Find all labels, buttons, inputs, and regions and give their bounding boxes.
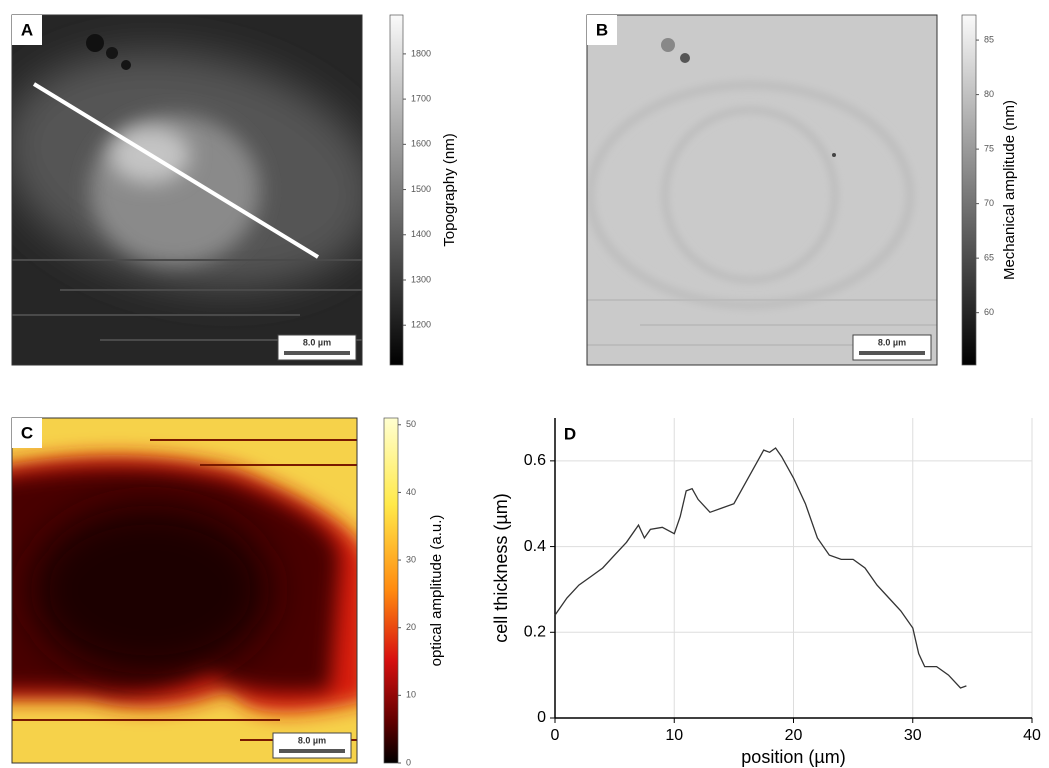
colorbar-tick-label: 75 [984,143,994,153]
colorbar [383,417,399,764]
colorbar-tick-label: 10 [406,690,416,700]
x-tick-label: 10 [665,727,683,744]
x-tick-label: 0 [551,727,560,744]
x-tick-label: 30 [904,727,922,744]
scale-bar-box [272,732,352,759]
panel-label-box [12,15,42,45]
colorbar-tick-label: 85 [984,34,994,44]
frame [11,417,358,764]
colorbar-label: Mechanical amplitude (nm) [1001,100,1018,280]
x-tick-label: 20 [785,727,803,744]
x-axis-label: position (µm) [741,747,845,767]
panel-label-box [12,418,42,448]
panel-label: D [564,424,576,443]
colorbar-tick-label: 20 [406,622,416,632]
colorbar-label: Topography (nm) [441,133,458,246]
colorbar-tick-label: 1500 [411,184,431,194]
colorbar-tick-label: 40 [406,487,416,497]
panel-label-box [587,15,617,45]
y-tick-label: 0.2 [524,624,546,641]
colorbar-tick-label: 1300 [411,274,431,284]
colorbar [389,14,404,366]
topography-image [12,15,362,365]
panel-label: A [21,20,33,39]
panel-label: C [21,423,33,442]
colorbar-tick-label: 70 [984,198,994,208]
y-axis-label: cell thickness (µm) [491,493,511,642]
panel-label-box [557,420,583,448]
scale-bar-label: 8.0 µm [303,337,331,347]
colorbar-tick-label: 60 [984,307,994,317]
scale-bar-box [277,334,357,361]
y-tick-label: 0.4 [524,538,546,555]
colorbar-tick-label: 30 [406,554,416,564]
colorbar-tick-label: 65 [984,253,994,263]
colorbar-tick-label: 0 [406,757,411,767]
amplitude-image [587,15,937,365]
frame [11,14,363,366]
colorbar-tick-label: 1700 [411,93,431,103]
x-tick-label: 40 [1023,727,1041,744]
colorbar [961,14,977,366]
y-tick-label: 0 [537,709,546,726]
colorbar-tick-label: 1600 [411,139,431,149]
panel-label: B [596,20,608,39]
scale-bar-label: 8.0 µm [878,337,906,347]
colorbar-label: optical amplitude (a.u.) [428,515,445,667]
colorbar-tick-label: 1800 [411,48,431,58]
data-line [554,447,967,689]
colorbar-tick-label: 1200 [411,320,431,330]
scale-bar-label: 8.0 µm [298,735,326,745]
colorbar-tick-label: 80 [984,89,994,99]
scale-bar-box [852,334,932,361]
colorbar-tick-label: 1400 [411,229,431,239]
y-tick-label: 0.6 [524,452,546,469]
colorbar-tick-label: 50 [406,419,416,429]
frame [586,14,938,366]
optical-image [12,418,357,763]
